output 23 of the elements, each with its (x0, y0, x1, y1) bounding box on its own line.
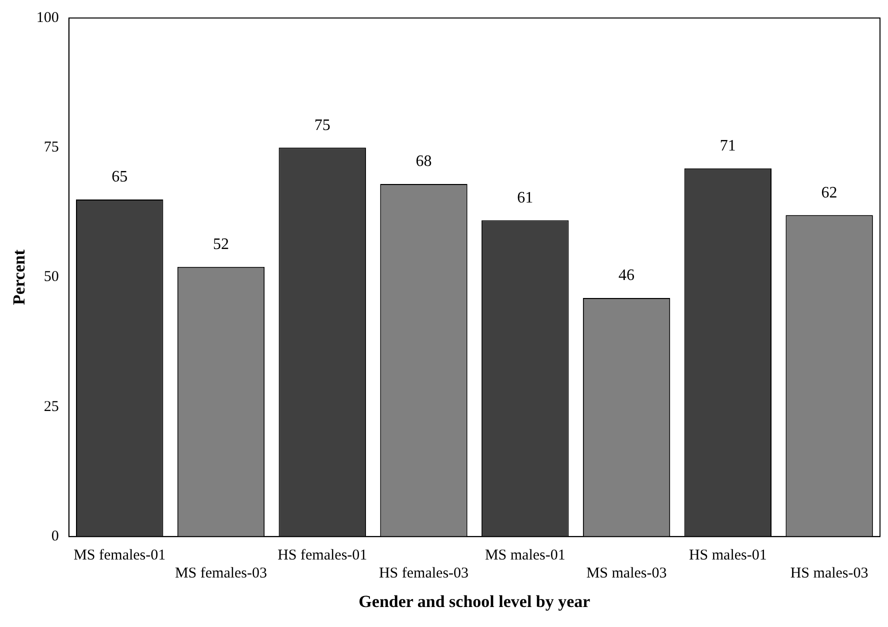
data-label: 68 (416, 153, 432, 170)
y-tick-label: 50 (44, 269, 59, 286)
x-tick-label: HS males-03 (790, 566, 868, 582)
data-label: 71 (720, 138, 736, 155)
data-label: 65 (112, 168, 128, 186)
y-tick-label: 25 (44, 398, 59, 415)
data-label: 61 (517, 189, 534, 206)
y-tick-label: 75 (44, 140, 59, 156)
x-tick-label: HS females-01 (278, 548, 368, 564)
x-tick-label: MS males-01 (484, 548, 566, 564)
y-tick-label: 100 (36, 10, 59, 26)
x-tick-label: MS males-03 (586, 566, 667, 582)
data-label: 62 (821, 184, 838, 202)
data-label: 46 (618, 267, 635, 284)
y-axis-title: Percent (10, 249, 29, 305)
data-label: 75 (314, 116, 330, 134)
y-tick-label: 0 (51, 528, 59, 545)
x-tick-label: HS females-03 (378, 566, 469, 582)
x-axis-title: Gender and school level by year (358, 592, 591, 612)
x-tick-label: MS females-01 (74, 548, 166, 564)
x-tick-label: MS females-03 (174, 566, 268, 582)
x-tick-label: HS males-01 (688, 548, 767, 564)
data-label: 52 (212, 236, 229, 254)
